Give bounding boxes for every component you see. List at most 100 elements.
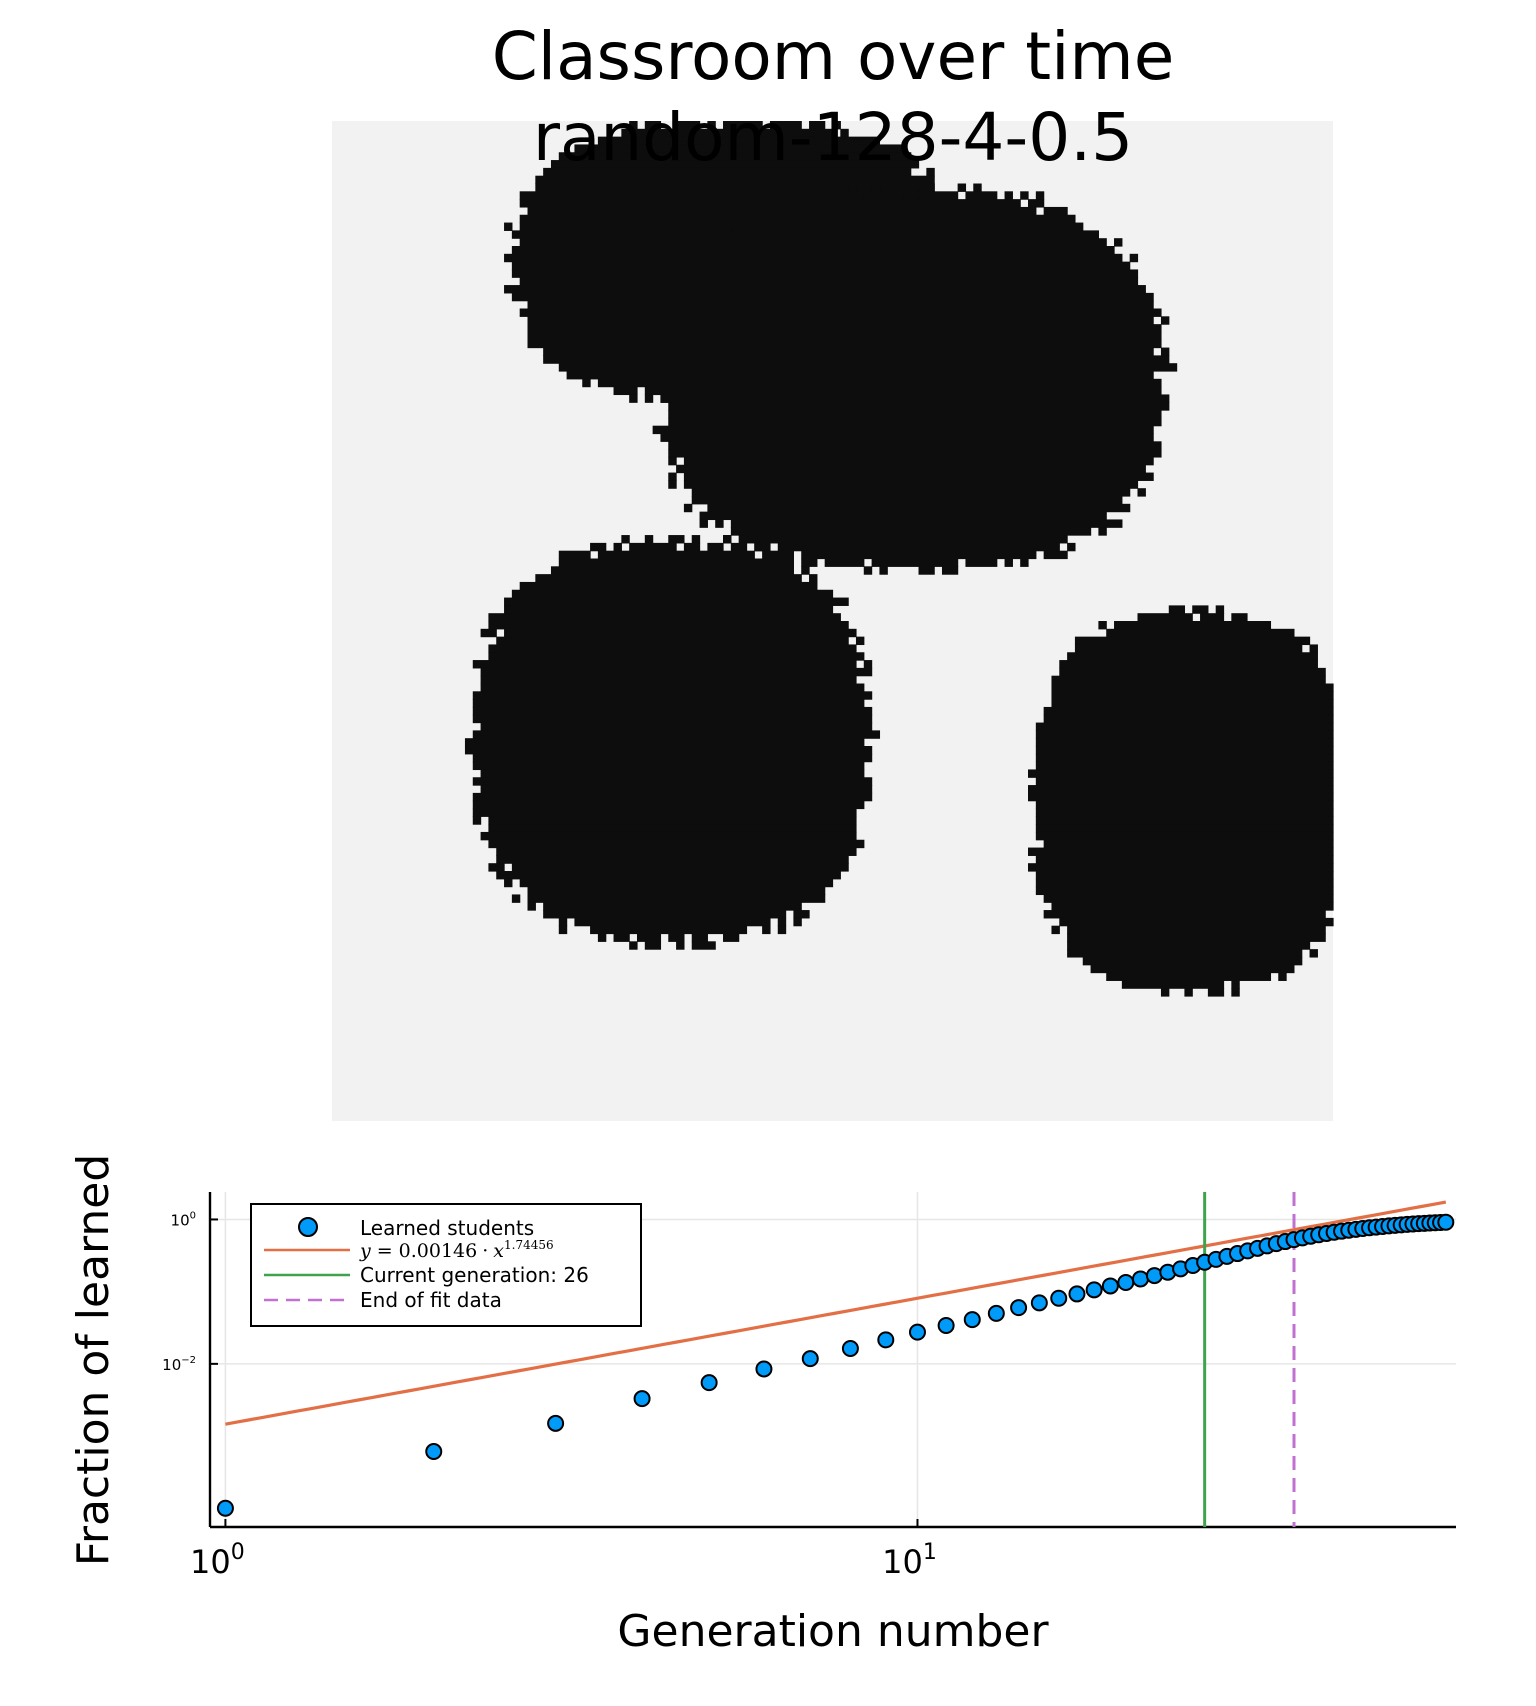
learned-cell-run bbox=[1035, 738, 1334, 747]
learned-cell-run bbox=[550, 566, 794, 575]
learned-cell-run bbox=[504, 597, 849, 606]
learned-cell-run bbox=[793, 199, 802, 208]
learned-cell-run bbox=[1028, 863, 1334, 872]
learned-cell-run bbox=[550, 160, 920, 169]
learned-cell-run bbox=[1192, 605, 1209, 614]
y-axis-label: Fraction of learned bbox=[68, 1154, 119, 1566]
learned-cell-run bbox=[527, 206, 943, 216]
learned-cell-run bbox=[1043, 706, 1334, 716]
learned-cell-run bbox=[1309, 644, 1318, 653]
learned-cell-run bbox=[1035, 746, 1334, 755]
learned-cell-run bbox=[723, 121, 763, 130]
learned-cell-run bbox=[472, 753, 873, 763]
learned-cell-run bbox=[535, 175, 935, 185]
learned-cell-run bbox=[863, 566, 873, 575]
data-point bbox=[1068, 1285, 1086, 1303]
learned-cell-run bbox=[496, 871, 841, 880]
learned-cell-run bbox=[723, 535, 732, 544]
learned-cell-run bbox=[668, 347, 1154, 356]
learned-cell-run bbox=[691, 253, 1123, 263]
learned-cell-run bbox=[480, 667, 873, 677]
learned-cell-run bbox=[511, 894, 521, 903]
data-point bbox=[547, 1414, 565, 1432]
learned-cell-run bbox=[699, 519, 708, 528]
learned-cell-run bbox=[824, 558, 865, 567]
data-point bbox=[937, 1316, 955, 1334]
learned-cell-run bbox=[464, 746, 873, 755]
learned-cell-run bbox=[511, 589, 834, 599]
learned-cell-run bbox=[941, 566, 959, 575]
learned-cell-run bbox=[1090, 964, 1295, 974]
learned-cell-run bbox=[1028, 199, 1045, 208]
learned-cell-run bbox=[1059, 660, 1318, 669]
learned-cell-run bbox=[1035, 878, 1334, 888]
learned-cell-run bbox=[472, 792, 873, 802]
learned-cell-run bbox=[652, 324, 1162, 333]
learned-cell-run bbox=[1168, 605, 1186, 614]
learned-cell-run bbox=[707, 542, 724, 552]
learned-cell-run bbox=[918, 183, 935, 192]
learned-cell-run bbox=[1035, 824, 1334, 833]
learned-cell-run bbox=[488, 863, 505, 872]
learned-cell-run bbox=[652, 378, 1162, 388]
learned-cell-run bbox=[652, 425, 1154, 435]
fit-lhs: y bbox=[359, 1240, 371, 1262]
learned-cell-run bbox=[472, 706, 873, 716]
learned-cell-run bbox=[629, 542, 677, 552]
learned-cell-run bbox=[1035, 753, 1334, 763]
learned-cell-run bbox=[691, 933, 708, 942]
learned-cell-run bbox=[738, 535, 1068, 544]
learned-cell-run bbox=[715, 238, 1107, 247]
learned-cell-run bbox=[504, 628, 857, 638]
learned-cell-run bbox=[621, 128, 834, 138]
learned-cell-run bbox=[762, 550, 771, 560]
data-point bbox=[987, 1304, 1005, 1322]
learned-cell-run bbox=[1098, 527, 1107, 536]
data-point bbox=[755, 1360, 773, 1378]
learned-cell-run bbox=[1129, 253, 1139, 263]
learned-cell-run bbox=[1278, 972, 1287, 981]
learned-cell-run bbox=[558, 558, 794, 567]
learned-cell-run bbox=[668, 449, 1162, 458]
learned-cell-run bbox=[660, 316, 669, 325]
data-point bbox=[700, 1374, 718, 1392]
learned-cell-run bbox=[676, 285, 685, 294]
learned-cell-run bbox=[472, 660, 857, 669]
learned-cell-run bbox=[855, 636, 865, 646]
learned-cell-run bbox=[488, 644, 857, 653]
learned-cell-run bbox=[1082, 956, 1303, 966]
x-tick-exponent: 1 bbox=[923, 1540, 937, 1565]
learned-cell-run bbox=[730, 542, 748, 552]
learned-cell-run bbox=[644, 121, 662, 130]
learned-cell-run bbox=[809, 574, 818, 583]
learned-cell-run bbox=[1121, 980, 1225, 989]
fit-exponent: 1.74456 bbox=[504, 1238, 554, 1252]
data-point bbox=[1131, 1270, 1149, 1288]
learned-cell-run bbox=[652, 363, 1178, 372]
legend-marker-learned bbox=[298, 1217, 318, 1237]
learned-cell-run bbox=[793, 917, 802, 927]
learned-cell-run bbox=[957, 183, 967, 192]
learned-cell-run bbox=[1309, 949, 1318, 958]
learned-cell-run bbox=[918, 566, 935, 575]
learned-cell-run bbox=[527, 894, 826, 903]
plot-axes bbox=[208, 1192, 1456, 1529]
y-tick-exponent: 0 bbox=[190, 1210, 196, 1221]
learned-cell-run bbox=[660, 371, 1154, 380]
fit-curve bbox=[225, 1200, 1447, 1426]
learned-cell-run bbox=[1059, 667, 1326, 677]
data-point bbox=[633, 1390, 651, 1408]
learned-cell-run bbox=[480, 785, 873, 794]
learned-cell-run bbox=[1043, 839, 1334, 849]
fit-dot: · bbox=[482, 1240, 488, 1262]
learned-cell-run bbox=[1035, 808, 1334, 817]
learned-cell-run bbox=[629, 941, 638, 950]
learned-cell-run bbox=[621, 535, 630, 544]
learned-cell-run bbox=[480, 675, 857, 685]
learned-cell-run bbox=[558, 917, 568, 927]
learned-cell-run bbox=[644, 394, 654, 403]
learned-cell-run bbox=[762, 925, 771, 935]
learned-cell-run bbox=[1215, 605, 1225, 614]
learned-cell-run bbox=[1051, 902, 1334, 911]
learned-cell-run bbox=[1160, 988, 1170, 997]
